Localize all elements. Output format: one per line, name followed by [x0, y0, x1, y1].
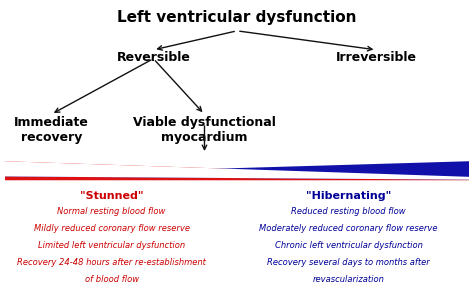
Text: Left ventricular dysfunction: Left ventricular dysfunction: [117, 10, 357, 25]
Text: "Hibernating": "Hibernating": [306, 190, 391, 201]
Polygon shape: [5, 161, 469, 180]
Text: "Stunned": "Stunned": [80, 190, 143, 201]
Text: Mildly reduced coronary flow reserve: Mildly reduced coronary flow reserve: [34, 224, 190, 233]
Text: Viable dysfunctional
myocardium: Viable dysfunctional myocardium: [133, 116, 276, 144]
Text: Reduced resting blood flow: Reduced resting blood flow: [291, 207, 406, 216]
Text: Recovery 24-48 hours after re-establishment: Recovery 24-48 hours after re-establishm…: [17, 258, 206, 267]
Text: Normal resting blood flow: Normal resting blood flow: [57, 207, 166, 216]
Polygon shape: [5, 161, 469, 180]
Text: Limited left ventricular dysfunction: Limited left ventricular dysfunction: [38, 241, 185, 250]
Text: Immediate
recovery: Immediate recovery: [14, 116, 89, 144]
Text: of blood flow: of blood flow: [84, 274, 138, 284]
Text: Recovery several days to months after: Recovery several days to months after: [267, 258, 430, 267]
Text: Reversible: Reversible: [117, 51, 191, 64]
Text: Chronic left ventricular dysfunction: Chronic left ventricular dysfunction: [274, 241, 422, 250]
Polygon shape: [5, 161, 469, 180]
Text: Irreversible: Irreversible: [336, 51, 417, 64]
Text: revascularization: revascularization: [312, 274, 384, 284]
Text: Moderately reduced coronary flow reserve: Moderately reduced coronary flow reserve: [259, 224, 438, 233]
